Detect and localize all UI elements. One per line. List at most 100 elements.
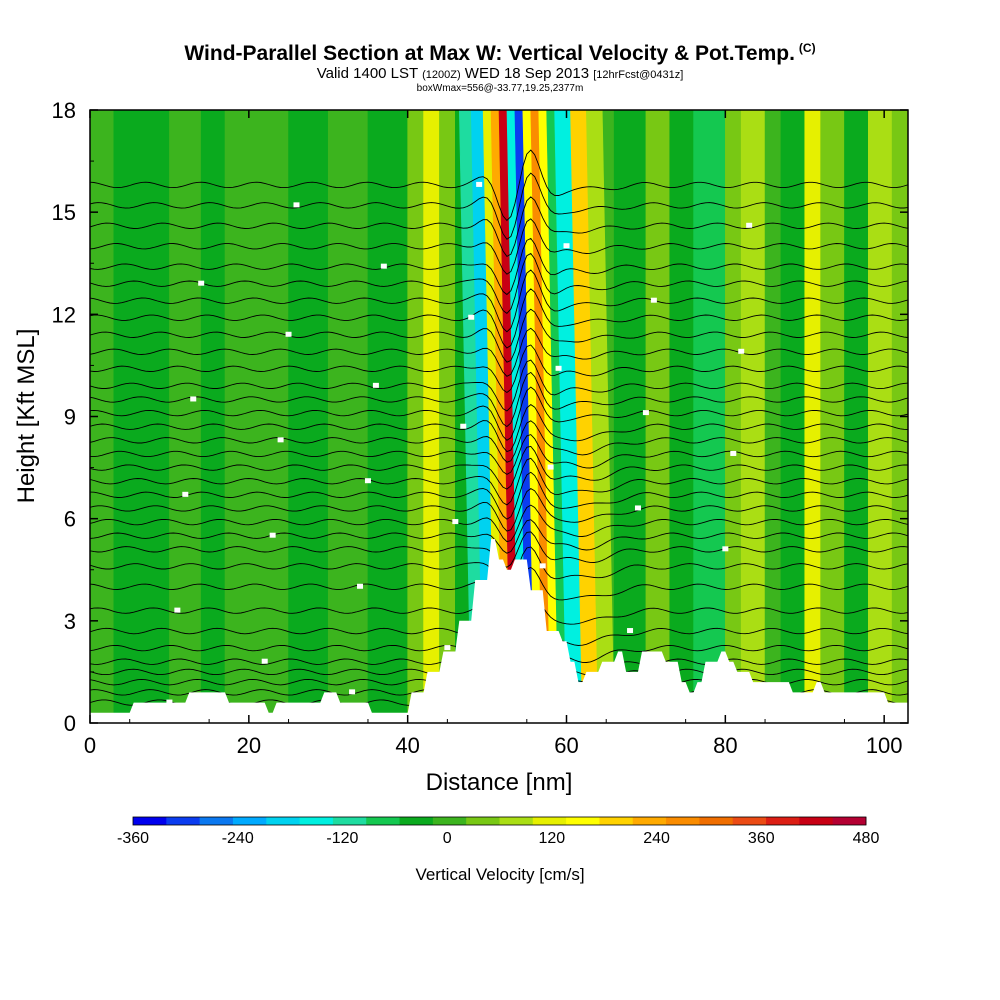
velocity-band [514, 110, 536, 723]
colorbar: -360 -240 -120 0 120 240 360 480 [117, 816, 879, 847]
isentrope-label-marker [650, 297, 657, 303]
velocity-band [725, 110, 742, 723]
terrain [90, 539, 908, 723]
colorbar-swatch [432, 817, 467, 825]
colorbar-label: 240 [643, 830, 670, 847]
colorbar-swatch [799, 817, 834, 825]
colorbar-swatch [832, 817, 867, 825]
isentrope-label-marker [357, 583, 364, 589]
isentrope-label-marker [174, 607, 181, 613]
colorbar-label: 360 [748, 830, 775, 847]
colorbar-swatch [299, 817, 334, 825]
isentrope-label-marker [634, 505, 641, 511]
colorbar-swatch [199, 817, 234, 825]
y-tick-label: 6 [64, 507, 76, 532]
velocity-band [764, 110, 782, 723]
box-info: boxWmax=556@-33.77,19.25,2377m [416, 83, 584, 94]
y-tick-label: 15 [52, 200, 76, 225]
velocity-band [669, 110, 694, 723]
colorbar-swatch [166, 817, 201, 825]
velocity-band [820, 110, 845, 723]
isentrope-label-marker [277, 437, 284, 443]
velocity-field [90, 110, 908, 723]
isentrope-label-marker [627, 628, 634, 634]
isentrope-label-marker [730, 450, 737, 456]
velocity-band [546, 110, 567, 723]
isentrope-line [90, 420, 908, 463]
isentrope-label-marker [738, 348, 745, 354]
isentrope-line [90, 196, 908, 257]
velocity-band [439, 110, 456, 723]
x-axis: 0 20 40 60 80 100 [84, 110, 903, 758]
velocity-band [407, 110, 424, 723]
velocity-band [90, 110, 115, 723]
colorbar-swatch [632, 817, 667, 825]
x-tick-label: 20 [237, 733, 261, 758]
velocity-band [693, 110, 726, 723]
colorbar-swatch [499, 817, 534, 825]
x-tick-label: 80 [713, 733, 737, 758]
x-tick-label: 60 [554, 733, 578, 758]
colorbar-swatch [266, 817, 300, 825]
colorbar-swatch [532, 817, 567, 825]
valid-date: WED 18 Sep 2013 [464, 65, 590, 82]
isentrope-label-marker [293, 202, 300, 208]
velocity-band [113, 110, 170, 723]
isentrope-line [90, 457, 908, 506]
x-axis-title: Distance [nm] [426, 769, 573, 796]
title-block: Wind-Parallel Section at Max W: Vertical… [0, 36, 1000, 95]
velocity-band [804, 110, 821, 723]
chart-title-text: Wind-Parallel Section at Max W: Vertical… [184, 42, 795, 65]
copyright-mark: (C) [798, 41, 816, 55]
colorbar-swatch [566, 817, 600, 825]
isentrope-label-marker [182, 491, 189, 497]
colorbar-label: -240 [222, 830, 254, 847]
isentrope-label-marker [269, 532, 276, 538]
x-tick-label: 100 [866, 733, 903, 758]
colorbar-swatch [599, 817, 634, 825]
velocity-band [327, 110, 369, 723]
y-axis: 0 3 6 9 12 15 18 [52, 98, 908, 736]
x-tick-label: 40 [395, 733, 419, 758]
isentrope-line [90, 471, 908, 520]
isentrope-label-marker [444, 645, 451, 651]
velocity-band [740, 110, 766, 723]
colorbar-label: -120 [326, 830, 358, 847]
colorbar-swatch [666, 817, 700, 825]
velocity-band [367, 110, 408, 723]
isentrope-label-marker [364, 478, 371, 484]
isentrope-line [90, 288, 908, 349]
isentrope-line [90, 359, 908, 412]
isentrope-line [90, 149, 908, 222]
isentrope-label-marker [372, 382, 379, 388]
isentrope-label-marker [166, 699, 173, 705]
colorbar-swatch [466, 817, 500, 825]
isentrope-line [90, 434, 908, 475]
isentrope-line [90, 504, 908, 543]
isentrope-label-marker [539, 563, 546, 569]
y-axis-title: Height [Kft MSL] [13, 329, 40, 504]
isentrope-label-marker [460, 423, 467, 429]
velocity-band [586, 110, 615, 723]
velocity-band [169, 110, 202, 723]
isentrope-line [90, 344, 908, 394]
isentrope-label-marker [722, 546, 729, 552]
colorbar-swatch [732, 817, 767, 825]
colorbar-swatch [133, 817, 167, 825]
terrain-mask [90, 539, 908, 723]
x-tick-label: 0 [84, 733, 96, 758]
isentrope-label-marker [555, 365, 562, 371]
velocity-band [554, 110, 583, 723]
chart-subtitle: Valid 1400 LST (1200Z) WED 18 Sep 2013 [… [0, 66, 1000, 83]
isentrope-label-marker [642, 410, 649, 416]
isentrope-label-marker [198, 280, 205, 286]
isentrope-line [90, 386, 908, 441]
velocity-band [200, 110, 226, 723]
isentrope-label-marker [285, 331, 292, 337]
isentrope-line [90, 327, 908, 377]
velocity-band [288, 110, 329, 723]
isentrope-label-marker [452, 519, 459, 525]
velocity-band [645, 110, 671, 723]
colorbar-frame [132, 816, 867, 826]
